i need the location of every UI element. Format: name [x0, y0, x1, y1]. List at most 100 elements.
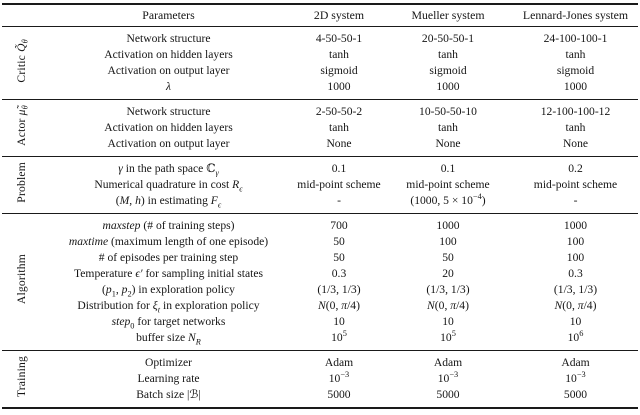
param-value: mid-point scheme [533, 178, 618, 191]
param-value: 0.3 [331, 267, 347, 280]
param-value: N(0, π/4) [318, 299, 360, 312]
param-value: tanh [438, 48, 458, 61]
param-value: 1000 [327, 80, 351, 93]
table-row: Temperature ϵ′ for sampling initial stat… [2, 266, 638, 282]
param-label: Activation on hidden layers [104, 121, 233, 134]
param-value: Adam [433, 356, 463, 369]
param-value: 20 [442, 267, 454, 280]
param-value: (1000, 5 × 10−4) [410, 193, 486, 207]
table-row: λ 1000 1000 1000 [2, 79, 638, 100]
param-value: 24-100-100-1 [543, 32, 608, 45]
table-row: buffer size NR 105 105 106 [2, 330, 638, 351]
param-value: 0.3 [568, 267, 583, 280]
param-value: mid-point scheme [406, 178, 490, 191]
param-value: (1/3, 1/3) [553, 283, 598, 296]
table-row: Numerical quadrature in cost Rϵ mid-poin… [2, 177, 638, 193]
section-critic: Critic Q̃θ Network structure 4-50-50-1 2… [2, 26, 638, 100]
param-value: None [326, 137, 352, 150]
param-value: 10 [333, 315, 345, 328]
param-label: # of episodes per training step [98, 251, 239, 264]
param-value: Adam [561, 356, 590, 369]
param-label: λ [165, 80, 172, 93]
table-row: # of episodes per training step 50 50 10… [2, 250, 638, 266]
param-value: mid-point scheme [297, 178, 381, 191]
section-training: Training Optimizer Adam Adam Adam Learni… [2, 350, 638, 409]
param-value: 4-50-50-1 [315, 32, 363, 45]
param-value: Adam [324, 356, 354, 369]
param-label: Batch size |ℬ| [136, 388, 201, 401]
param-value: 50 [333, 251, 345, 264]
param-value: None [562, 137, 589, 150]
param-label: Numerical quadrature in cost Rϵ [94, 178, 243, 193]
param-value: 700 [330, 219, 348, 232]
header-corner-cell [2, 4, 42, 27]
param-value: tanh [565, 48, 586, 61]
param-value: 100 [566, 235, 585, 248]
header-2d-system: 2D system [313, 8, 365, 22]
param-value: 5000 [436, 388, 460, 401]
section-actor: Actor μ̃θ Network structure 2-50-50-2 10… [2, 99, 638, 157]
param-value: 12-100-100-12 [540, 105, 611, 118]
table-row: Learning rate 10−3 10−3 10−3 [2, 371, 638, 387]
param-value: 10 [569, 315, 582, 328]
table-row: Algorithm maxstep (# of training steps) … [2, 214, 638, 305]
table-row: Training Optimizer Adam Adam Adam [2, 351, 638, 397]
param-label: maxstep (# of training steps) [102, 219, 235, 232]
param-value: 10 [442, 315, 454, 328]
param-value: 105 [440, 330, 456, 344]
param-value: 5000 [327, 388, 351, 401]
param-value: N(0, π/4) [554, 299, 597, 312]
param-label: Network structure [126, 105, 211, 118]
param-value: - [573, 194, 578, 207]
param-value: 1000 [563, 80, 588, 93]
param-value: 100 [566, 251, 585, 264]
param-label: (p1, p2) in exploration policy [102, 283, 235, 298]
header-lennard-jones-system: Lennard-Jones system [522, 8, 629, 22]
section-label-critic: Critic Q̃θ [15, 38, 30, 83]
param-value: 1000 [436, 219, 460, 232]
param-value: tanh [438, 121, 458, 134]
param-label: Activation on output layer [107, 137, 230, 150]
table-row: Batch size |ℬ| 5000 5000 5000 [2, 387, 638, 408]
param-value: 106 [567, 330, 584, 344]
section-problem: Problem γ in the path space ℂγ 0.1 0.1 0… [2, 156, 638, 214]
param-label: Activation on output layer [107, 64, 230, 77]
param-value: 50 [442, 251, 454, 264]
param-value: 105 [331, 330, 347, 344]
param-value: 0.1 [440, 162, 456, 175]
param-value: 0.1 [331, 162, 347, 175]
table-row: Activation on output layer sigmoid sigmo… [2, 63, 638, 79]
param-value: 10−3 [328, 371, 350, 385]
param-value: sigmoid [320, 64, 358, 77]
table-row: Activation on output layer None None Non… [2, 136, 638, 157]
param-value: - [337, 194, 341, 207]
param-label: maxtime (maximum length of one episode) [68, 235, 269, 248]
param-label: buffer size NR [136, 331, 201, 347]
param-label: (M, h) in estimating Fϵ [115, 194, 222, 210]
table-row: Activation on hidden layers tanh tanh ta… [2, 120, 638, 136]
param-value: tanh [565, 121, 586, 134]
table-row: Distribution for ξt in exploration polic… [2, 298, 638, 314]
section-label-problem: Problem [15, 162, 28, 203]
param-label: Activation on hidden layers [104, 48, 233, 61]
table-row: (p1, p2) in exploration policy (1/3, 1/3… [2, 282, 638, 298]
param-value: N(0, π/4) [427, 299, 469, 312]
param-value: (1/3, 1/3) [317, 283, 361, 296]
table-row: Problem γ in the path space ℂγ 0.1 0.1 0… [2, 157, 638, 203]
param-label: Learning rate [137, 372, 200, 385]
header-mueller-system: Mueller system [411, 8, 485, 22]
param-value: 100 [439, 235, 457, 248]
section-algorithm: Algorithm maxstep (# of training steps) … [2, 213, 638, 351]
param-value: tanh [329, 121, 349, 134]
param-value: 5000 [563, 388, 588, 401]
param-value: tanh [329, 48, 349, 61]
table-row: step0 for target networks 10 10 10 [2, 314, 638, 330]
table-row: Critic Q̃θ Network structure 4-50-50-1 2… [2, 27, 638, 82]
param-label: step0 for target networks [111, 315, 226, 330]
section-label-training: Training [15, 355, 28, 398]
param-value: sigmoid [429, 64, 467, 77]
param-label: Network structure [126, 32, 211, 45]
param-label: Optimizer [144, 356, 192, 369]
param-label: Distribution for ξt in exploration polic… [77, 299, 260, 314]
table-row: Actor μ̃θ Network structure 2-50-50-2 10… [2, 100, 638, 146]
